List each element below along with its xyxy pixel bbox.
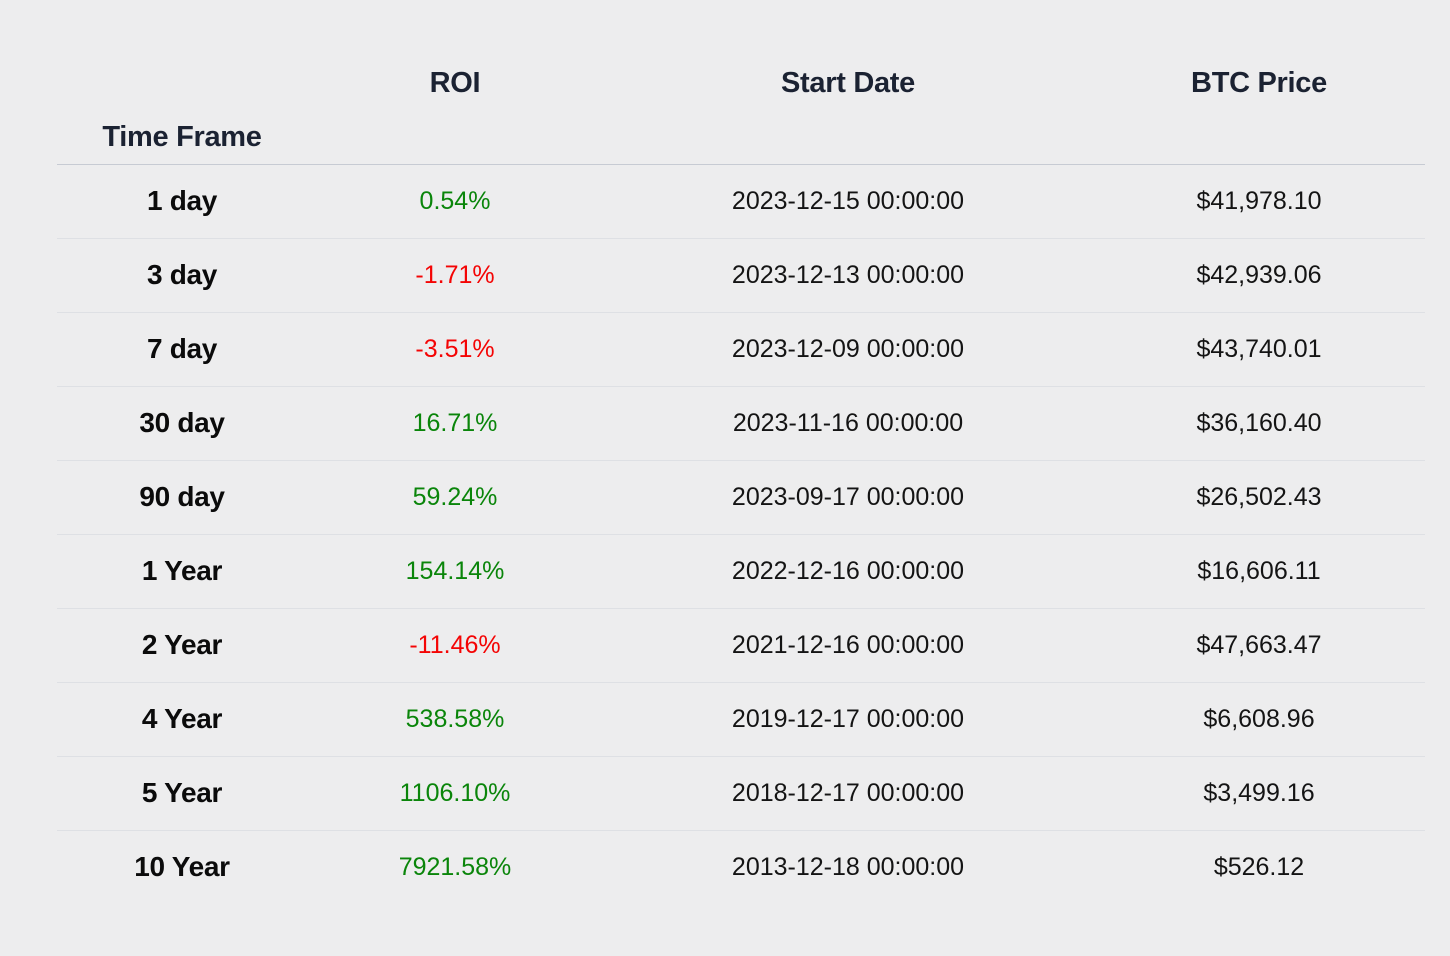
index-header-time-frame: Time Frame bbox=[57, 112, 307, 165]
start-date-cell: 2023-11-16 00:00:00 bbox=[603, 386, 1093, 461]
btc-price-cell: $41,978.10 bbox=[1093, 164, 1425, 239]
roi-value: -11.46% bbox=[409, 630, 501, 659]
time-frame-cell: 30 day bbox=[57, 386, 307, 461]
btc-price-cell: $526.12 bbox=[1213, 852, 1305, 881]
btc-price-cell: $26,502.43 bbox=[1093, 460, 1425, 535]
start-date-cell: 2023-12-15 00:00:00 bbox=[603, 164, 1093, 239]
start-date-cell: 2013-12-18 00:00:00 bbox=[731, 852, 965, 881]
roi-cell: 154.14% bbox=[307, 534, 603, 609]
roi-cell: 1106.10% bbox=[307, 756, 603, 831]
roi-value: 0.54% bbox=[419, 186, 491, 215]
btc-price-cell: $47,663.47 bbox=[1093, 608, 1425, 683]
index-header-spacer bbox=[57, 54, 307, 112]
btc-price-cell: $6,608.96 bbox=[1093, 682, 1425, 757]
roi-cell: 0.54% bbox=[307, 164, 603, 239]
table-row: 30 day 16.71% 2023-11-16 00:00:00 $36,16… bbox=[57, 386, 1425, 461]
table-header: ROI Start Date BTC Price Time Frame bbox=[57, 54, 1425, 165]
time-frame-cell: 5 Year bbox=[57, 756, 307, 831]
roi-cell: -3.51% bbox=[307, 312, 603, 387]
start-date-cell: 2018-12-17 00:00:00 bbox=[603, 756, 1093, 831]
index-header-row: Time Frame bbox=[57, 112, 1425, 165]
start-date-cell: 2023-12-09 00:00:00 bbox=[603, 312, 1093, 387]
column-header-btc-price: BTC Price bbox=[1191, 66, 1327, 99]
roi-cell: -1.71% bbox=[307, 238, 603, 313]
btc-price-cell: $43,740.01 bbox=[1093, 312, 1425, 387]
btc-roi-table: ROI Start Date BTC Price Time Frame 1 da… bbox=[57, 54, 1425, 904]
time-frame-cell: 10 Year bbox=[134, 851, 230, 883]
time-frame-cell: 4 Year bbox=[57, 682, 307, 757]
table-row: 3 day -1.71% 2023-12-13 00:00:00 $42,939… bbox=[57, 238, 1425, 313]
time-frame-cell: 2 Year bbox=[57, 608, 307, 683]
start-date-cell: 2023-12-13 00:00:00 bbox=[603, 238, 1093, 313]
start-date-cell: 2021-12-16 00:00:00 bbox=[603, 608, 1093, 683]
roi-value: 59.24% bbox=[412, 482, 498, 511]
index-header-blank-3 bbox=[1093, 112, 1425, 165]
time-frame-cell: 3 day bbox=[57, 238, 307, 313]
roi-cell: 59.24% bbox=[307, 460, 603, 535]
btc-price-cell: $3,499.16 bbox=[1093, 756, 1425, 831]
btc-price-cell: $36,160.40 bbox=[1093, 386, 1425, 461]
table-row: 10 Year 7921.58% 2013-12-18 00:00:00 $52… bbox=[57, 830, 1425, 904]
column-header-start-date: Start Date bbox=[781, 66, 915, 99]
roi-value: -1.71% bbox=[415, 260, 495, 289]
index-header-blank-1 bbox=[307, 112, 603, 165]
btc-price-cell: $16,606.11 bbox=[1093, 534, 1425, 609]
table-row: 2 Year -11.46% 2021-12-16 00:00:00 $47,6… bbox=[57, 608, 1425, 683]
time-frame-cell: 1 Year bbox=[57, 534, 307, 609]
btc-price-cell: $42,939.06 bbox=[1093, 238, 1425, 313]
roi-cell: -11.46% bbox=[307, 608, 603, 683]
btc-roi-table-container: ROI Start Date BTC Price Time Frame 1 da… bbox=[57, 54, 1425, 904]
roi-value: 538.58% bbox=[405, 704, 505, 733]
table-row: 1 day 0.54% 2023-12-15 00:00:00 $41,978.… bbox=[57, 164, 1425, 239]
roi-cell: 7921.58% bbox=[307, 830, 603, 904]
table-row: 90 day 59.24% 2023-09-17 00:00:00 $26,50… bbox=[57, 460, 1425, 535]
start-date-cell: 2019-12-17 00:00:00 bbox=[603, 682, 1093, 757]
roi-value: -3.51% bbox=[415, 334, 495, 363]
roi-value: 154.14% bbox=[405, 556, 505, 585]
column-header-roi: ROI bbox=[429, 66, 481, 99]
start-date-cell: 2022-12-16 00:00:00 bbox=[603, 534, 1093, 609]
table-body: 1 day 0.54% 2023-12-15 00:00:00 $41,978.… bbox=[57, 164, 1425, 904]
roi-cell: 538.58% bbox=[307, 682, 603, 757]
table-row: 7 day -3.51% 2023-12-09 00:00:00 $43,740… bbox=[57, 312, 1425, 387]
index-header-blank-2 bbox=[603, 112, 1093, 165]
roi-value: 1106.10% bbox=[399, 778, 511, 807]
table-row: 1 Year 154.14% 2022-12-16 00:00:00 $16,6… bbox=[57, 534, 1425, 609]
roi-value: 7921.58% bbox=[398, 852, 512, 881]
roi-value: 16.71% bbox=[412, 408, 498, 437]
time-frame-cell: 1 day bbox=[57, 164, 307, 239]
time-frame-cell: 90 day bbox=[57, 460, 307, 535]
start-date-cell: 2023-09-17 00:00:00 bbox=[603, 460, 1093, 535]
table-row: 5 Year 1106.10% 2018-12-17 00:00:00 $3,4… bbox=[57, 756, 1425, 831]
roi-cell: 16.71% bbox=[307, 386, 603, 461]
time-frame-cell: 7 day bbox=[57, 312, 307, 387]
table-row: 4 Year 538.58% 2019-12-17 00:00:00 $6,60… bbox=[57, 682, 1425, 757]
column-header-row: ROI Start Date BTC Price bbox=[57, 54, 1425, 112]
